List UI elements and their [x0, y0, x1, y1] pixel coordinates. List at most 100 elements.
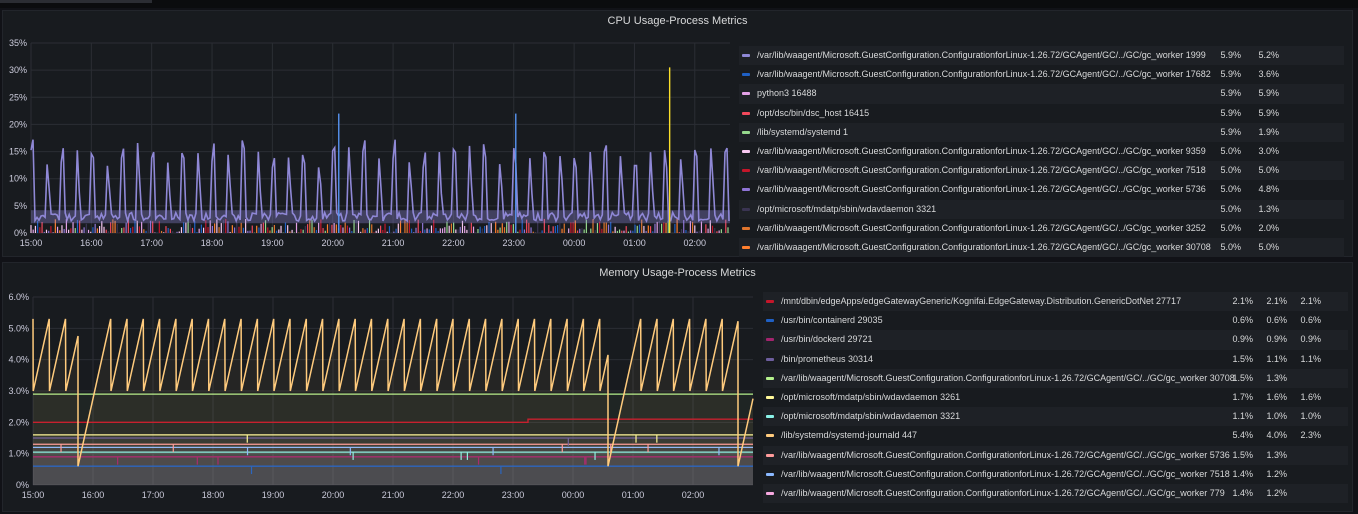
cpu-legend-name: /var/lib/waagent/Microsoft.GuestConfigur…	[757, 50, 1206, 60]
mem-level-fill	[33, 456, 753, 485]
memory-panel-title[interactable]: Memory Usage-Process Metrics	[599, 267, 756, 279]
cpu-legend-item[interactable]: /var/lib/waagent/Microsoft.GuestConfigur…	[739, 219, 1344, 238]
mem-x-tick-label: 21:00	[382, 490, 405, 500]
mem-legend-value: 2.1%	[1266, 296, 1287, 306]
cpu-legend-item[interactable]: /var/lib/waagent/Microsoft.GuestConfigur…	[739, 180, 1344, 199]
cpu-y-tick-label: 35%	[9, 38, 27, 48]
cpu-legend-name: /var/lib/waagent/Microsoft.GuestConfigur…	[757, 145, 1206, 156]
mem-legend-value: 4.0%	[1266, 430, 1287, 441]
mem-legend-name: /var/lib/waagent/Microsoft.GuestConfigur…	[781, 487, 1225, 498]
mem-level-fill	[33, 434, 753, 485]
cpu-legend-value: 5.9%	[1258, 88, 1279, 99]
mem-x-tick-label: 18:00	[202, 490, 225, 500]
mem-legend-name: /lib/systemd/systemd-journald 447	[781, 430, 918, 441]
mem-legend-swatch	[766, 357, 774, 361]
cpu-noise-series	[30, 218, 729, 233]
cpu-legend-value: 5.0%	[1258, 241, 1279, 252]
mem-level-fill	[33, 394, 753, 485]
mem-y-tick-label: 4.0%	[8, 355, 29, 365]
cpu-y-tick-label: 25%	[9, 92, 27, 102]
cpu-legend-item[interactable]: /var/lib/waagent/Microsoft.GuestConfigur…	[739, 237, 1344, 258]
mem-legend-item[interactable]: /var/lib/waagent/Microsoft.GuestConfigur…	[763, 465, 1348, 484]
cpu-legend-swatch	[742, 130, 750, 134]
mem-legend-name: /var/lib/waagent/Microsoft.GuestConfigur…	[781, 372, 1235, 383]
cpu-legend-name: /opt/dsc/bin/dsc_host 16415	[757, 107, 870, 118]
cpu-x-tick-label: 21:00	[382, 238, 405, 248]
cpu-legend-item[interactable]: /opt/dsc/bin/dsc_host 16415 5.9% 5.9%	[739, 104, 1344, 123]
cpu-legend-item[interactable]: /var/lib/waagent/Microsoft.GuestConfigur…	[739, 65, 1344, 84]
mem-legend-value: 0.6%	[1266, 315, 1287, 326]
mem-legend-value: 1.5%	[1232, 372, 1253, 383]
cpu-legend-item[interactable]: /var/lib/waagent/Microsoft.GuestConfigur…	[739, 142, 1344, 161]
mem-legend-swatch	[766, 376, 774, 380]
cpu-legend-item[interactable]: /opt/microsoft/mdatp/sbin/wdavdaemon 332…	[739, 199, 1344, 219]
cpu-x-tick-label: 23:00	[502, 238, 525, 248]
cpu-legend: /var/lib/waagent/Microsoft.GuestConfigur…	[739, 46, 1344, 258]
mem-legend-name: /var/lib/waagent/Microsoft.GuestConfigur…	[781, 468, 1230, 479]
mem-legend-item[interactable]: /mnt/dbin/edgeApps/edgeGatewayGeneric/Ko…	[763, 292, 1348, 312]
mem-legend-value: 0.9%	[1232, 334, 1253, 345]
mem-x-tick-label: 22:00	[442, 490, 465, 500]
mem-legend-item[interactable]: /opt/microsoft/mdatp/sbin/wdavdaemon 326…	[763, 388, 1348, 407]
mem-legend-value: 1.1%	[1232, 411, 1253, 422]
cpu-usage-chart[interactable]: 0% 5% 10% 15% 20% 25% 30% 35% 15:00 16:00 17:00 18:…	[3, 11, 738, 256]
mem-level-fill	[33, 438, 753, 485]
mem-legend-item[interactable]: /lib/systemd/systemd-journald 447 5.4% 4.0…	[763, 426, 1348, 445]
cpu-x-tick-label: 01:00	[623, 238, 646, 248]
cpu-legend-item[interactable]: /var/lib/waagent/Microsoft.GuestConfigur…	[739, 46, 1344, 66]
mem-legend-item[interactable]: /bin/prometheus 30314 1.5% 1.1% 1.1%	[763, 350, 1348, 369]
mem-legend-item[interactable]: /var/lib/waagent/Microsoft.GuestConfigur…	[763, 368, 1348, 388]
mem-x-tick-label: 17:00	[142, 490, 165, 500]
mem-legend-value: 1.4%	[1232, 487, 1253, 498]
mem-legend-value: 2.3%	[1300, 430, 1321, 441]
cpu-panel-title[interactable]: CPU Usage-Process Metrics	[607, 15, 748, 27]
mem-legend-value: 1.1%	[1300, 353, 1321, 364]
cpu-legend-name: /opt/microsoft/mdatp/sbin/wdavdaemon 332…	[757, 203, 937, 214]
cpu-legend-value: 1.3%	[1258, 203, 1279, 214]
mem-legend-value: 0.6%	[1300, 315, 1321, 326]
mem-legend-name: /usr/bin/dockerd 29721	[781, 334, 873, 345]
cpu-legend-item[interactable]: /var/lib/waagent/Microsoft.GuestConfigur…	[739, 161, 1344, 181]
cpu-legend-value: 5.9%	[1220, 69, 1241, 80]
cpu-x-tick-label: 00:00	[563, 238, 586, 248]
cpu-y-tick-label: 5%	[14, 201, 27, 211]
cpu-main-series-line	[30, 139, 730, 224]
mem-legend-item[interactable]: /var/lib/waagent/Microsoft.GuestConfigur…	[763, 483, 1348, 504]
mem-legend-item[interactable]: /var/lib/waagent/Microsoft.GuestConfigur…	[763, 445, 1348, 465]
mem-legend-value: 2.1%	[1300, 296, 1321, 306]
cpu-y-tick-label: 10%	[9, 174, 27, 184]
cpu-legend-swatch	[742, 92, 750, 96]
mem-legend-value: 0.9%	[1266, 334, 1287, 345]
mem-x-tick-label: 16:00	[82, 490, 105, 500]
cpu-x-tick-label: 20:00	[321, 238, 344, 248]
mem-legend-value: 5.4%	[1232, 430, 1253, 441]
mem-legend-item[interactable]: /usr/bin/containerd 29035 0.6% 0.6% 0.6%	[763, 311, 1348, 330]
cpu-legend-value: 5.0%	[1220, 145, 1241, 156]
mem-legend-name: /usr/bin/containerd 29035	[781, 315, 883, 326]
cpu-x-tick-label: 17:00	[140, 238, 163, 248]
mem-legend-item[interactable]: /opt/microsoft/mdatp/sbin/wdavdaemon 332…	[763, 407, 1348, 427]
memory-usage-chart[interactable]: 0% 1.0% 2.0% 3.0% 4.0% 5.0% 6.0% 15:00 16:00 17:0…	[3, 263, 761, 511]
cpu-x-tick-label: 18:00	[201, 238, 224, 248]
cpu-legend-item[interactable]: /lib/systemd/systemd 1 5.9% 1.9%	[739, 122, 1344, 142]
cpu-legend-value: 5.9%	[1220, 126, 1241, 137]
mem-level-lines	[33, 393, 753, 485]
mem-legend-name: /var/lib/waagent/Microsoft.GuestConfigur…	[781, 449, 1230, 460]
mem-legend-name: /bin/prometheus 30314	[781, 353, 874, 364]
cpu-legend-item[interactable]: python3 16488 5.9% 5.9%	[739, 84, 1344, 104]
cpu-x-tick-label: 02:00	[684, 238, 707, 248]
cpu-legend-value: 5.9%	[1220, 50, 1241, 60]
cpu-legend-value: 5.9%	[1258, 107, 1279, 118]
cpu-usage-panel: CPU Usage-Process Metrics 0% 5% 10% 15% 20% 2…	[2, 10, 1353, 258]
cpu-legend-value: 5.2%	[1258, 50, 1279, 60]
cpu-x-tick-label: 22:00	[442, 238, 465, 248]
cpu-legend-value: 5.0%	[1220, 222, 1241, 233]
cpu-legend-value: 5.0%	[1258, 165, 1279, 176]
mem-x-tick-label: 01:00	[622, 490, 645, 500]
mem-legend-value: 1.5%	[1232, 449, 1253, 460]
mem-level-fill	[33, 444, 753, 485]
cpu-legend-name: /var/lib/waagent/Microsoft.GuestConfigur…	[757, 165, 1206, 176]
cpu-legend-swatch	[742, 111, 750, 115]
mem-legend-value: 2.1%	[1232, 296, 1253, 306]
mem-legend-item[interactable]: /usr/bin/dockerd 29721 0.9% 0.9% 0.9%	[763, 330, 1348, 350]
